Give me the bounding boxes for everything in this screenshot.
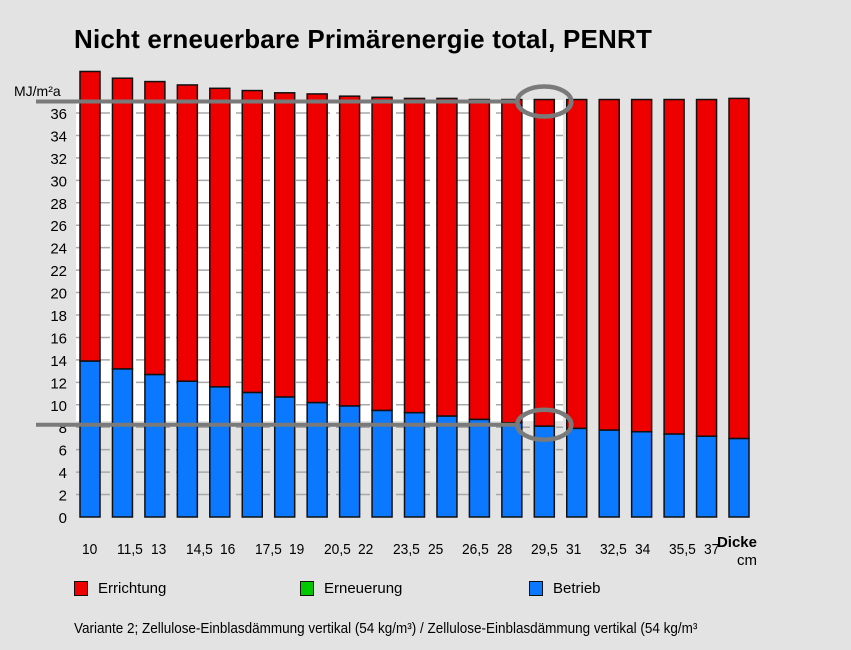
bar-errichtung <box>79 70 101 362</box>
y-tick-label: 16 <box>50 330 67 347</box>
y-tick-label: 8 <box>59 420 67 437</box>
bar-errichtung <box>176 84 199 382</box>
x-tick-label: 16 <box>220 541 236 558</box>
legend-label-betrieb: Betrieb <box>553 580 601 597</box>
bar-errichtung <box>598 98 620 431</box>
y-tick-label: 30 <box>50 173 67 190</box>
x-tick-label: 11,5 <box>116 541 143 558</box>
legend-label-erneuerung: Erneuerung <box>324 580 403 597</box>
bar-errichtung <box>630 98 653 433</box>
bar-betrieb <box>144 373 166 518</box>
bars <box>79 70 750 518</box>
bar-betrieb <box>630 430 653 518</box>
chart-title: Nicht erneuerbare Primärenergie total, P… <box>74 24 653 54</box>
bar-betrieb <box>111 368 134 518</box>
x-tick-label: 26,5 <box>462 541 489 558</box>
y-tick-label: 20 <box>50 286 67 303</box>
bar-errichtung <box>695 98 718 437</box>
bar-errichtung <box>566 98 588 430</box>
legend-item-erneuerung: Erneuerung <box>300 580 402 597</box>
bar-betrieb <box>273 396 296 518</box>
bar-betrieb <box>176 380 199 518</box>
bar-errichtung <box>144 80 166 376</box>
x-tick-label: 28 <box>496 541 512 558</box>
bar-errichtung <box>436 97 458 417</box>
legend-swatch-erneuerung <box>300 581 314 596</box>
bar-errichtung <box>371 96 393 412</box>
annotation-overlay <box>36 84 574 442</box>
x-axis-title: Dicke <box>716 534 757 551</box>
y-tick-label: 4 <box>59 465 67 482</box>
legend-item-errichtung: Errichtung <box>74 580 166 597</box>
footnote: Variante 2; Zellulose-Einblasdämmung ver… <box>74 621 698 637</box>
y-tick-label: 26 <box>50 218 67 235</box>
x-tick-label: 29,5 <box>531 541 559 558</box>
y-tick-label: 14 <box>50 353 67 370</box>
bar-betrieb <box>403 411 426 518</box>
x-tick-label: 22 <box>358 541 374 558</box>
bar-betrieb <box>598 429 620 518</box>
bar-betrieb <box>501 421 523 518</box>
x-axis-unit: cm <box>737 552 757 569</box>
bar-betrieb <box>338 405 361 518</box>
bar-betrieb <box>209 386 231 518</box>
bar-errichtung <box>273 92 296 398</box>
legend-item-betrieb: Betrieb <box>529 580 601 597</box>
x-tick-label: 35,5 <box>669 541 697 558</box>
y-tick-label: 28 <box>50 196 67 213</box>
bar-betrieb <box>728 437 750 518</box>
highlight-circle <box>515 407 574 442</box>
bar-betrieb <box>79 360 101 518</box>
y-tick-label: 34 <box>50 128 67 145</box>
y-tick-label: 18 <box>50 308 67 325</box>
bar-errichtung <box>501 98 523 424</box>
x-tick-label: 23,5 <box>392 541 420 558</box>
x-tick-label: 20,5 <box>323 541 351 558</box>
bar-errichtung <box>403 97 426 414</box>
bar-errichtung <box>728 97 750 440</box>
bar-errichtung <box>306 93 328 404</box>
x-tick-label: 10 <box>82 541 98 558</box>
y-tick-label: 0 <box>59 510 67 527</box>
y-tick-label: 24 <box>50 241 67 258</box>
x-tick-label: 32,5 <box>600 541 628 558</box>
bar-betrieb <box>566 427 588 518</box>
x-tick-label: 37 <box>703 541 720 558</box>
bar-betrieb <box>695 435 718 518</box>
y-tick-label: 2 <box>59 488 67 505</box>
bar-errichtung <box>209 87 231 388</box>
y-tick-label: 6 <box>59 443 67 460</box>
bar-betrieb <box>468 418 491 518</box>
x-tick-label: 25 <box>427 541 443 558</box>
x-tick-label: 13 <box>151 541 167 558</box>
bar-errichtung <box>338 95 361 407</box>
y-axis-unit-label: MJ/m²a <box>14 83 61 99</box>
bar-errichtung <box>111 77 134 370</box>
y-tick-label: 32 <box>50 151 67 168</box>
bar-betrieb <box>241 391 263 518</box>
x-tick-label: 17,5 <box>254 541 282 558</box>
bar-betrieb <box>436 415 458 518</box>
bar-errichtung <box>663 98 685 435</box>
y-tick-label: 12 <box>50 375 67 392</box>
bar-betrieb <box>306 401 328 518</box>
bar-errichtung <box>533 98 556 427</box>
x-tick-label: 19 <box>289 541 305 558</box>
y-tick-label: 10 <box>50 398 67 415</box>
y-tick-label: 22 <box>50 263 67 280</box>
highlight-circle <box>515 84 574 119</box>
bar-errichtung <box>241 89 263 394</box>
legend-swatch-errichtung <box>74 581 88 596</box>
x-tick-label: 34 <box>634 541 651 558</box>
legend-swatch-betrieb <box>529 581 543 596</box>
x-tick-label: 31 <box>565 541 582 558</box>
legend-label-errichtung: Errichtung <box>98 580 167 597</box>
x-tick-label: 14,5 <box>185 541 213 558</box>
bar-betrieb <box>663 433 685 518</box>
y-tick-label: 36 <box>50 106 67 123</box>
bar-errichtung <box>468 98 491 421</box>
